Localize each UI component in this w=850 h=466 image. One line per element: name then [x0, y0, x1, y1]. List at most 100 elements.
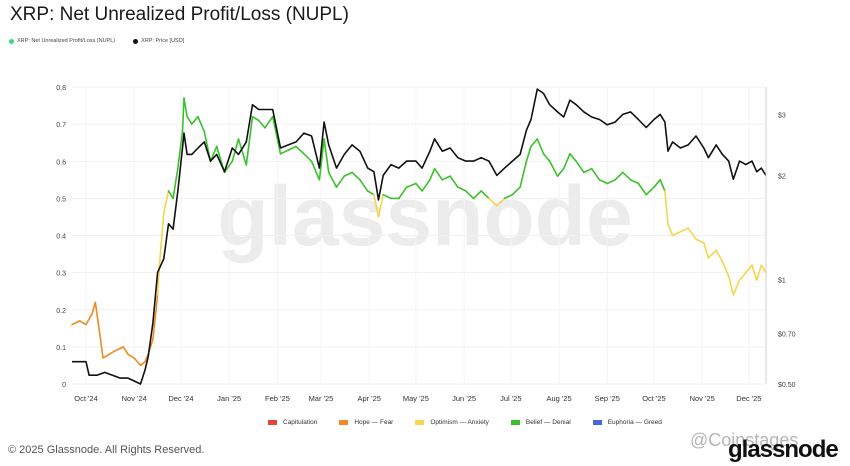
nupl-line-segment	[653, 179, 662, 188]
nupl-line-segment	[590, 167, 601, 181]
nupl-line-segment	[629, 179, 640, 185]
nupl-line-segment	[598, 179, 609, 185]
nupl-line-segment	[530, 138, 539, 148]
nupl-line-segment	[679, 227, 690, 233]
zone-legend-label: Hope — Fear	[354, 419, 394, 426]
nupl-line-segment	[548, 160, 559, 177]
nupl-line-segment	[245, 115, 254, 166]
nupl-line-segment	[108, 349, 117, 356]
nupl-line-segment	[525, 145, 532, 163]
nupl-line-segment	[163, 190, 170, 214]
nupl-line-segment	[449, 175, 459, 188]
nupl-line-segment	[71, 320, 81, 326]
copyright-text: © 2025 Glassnode. All Rights Reserved.	[8, 444, 205, 456]
nupl-line-segment	[715, 249, 724, 263]
zone-legend-item[interactable]: Euphoria — Greed	[592, 419, 662, 426]
x-tick-label: Mar '25	[309, 394, 334, 403]
nupl-line-segment	[583, 167, 593, 174]
legend-dot-price	[133, 38, 139, 44]
nupl-line-segment	[167, 190, 174, 200]
nupl-line-segment	[323, 138, 330, 174]
nupl-line-segment	[480, 190, 490, 200]
nupl-line-segment	[114, 346, 125, 352]
nupl-line-segment	[405, 182, 417, 188]
x-tick-label: Aug '25	[546, 394, 571, 403]
nupl-line-segment	[183, 97, 188, 118]
nupl-line-segment	[251, 115, 260, 122]
y-left-tick-label: 0.2	[56, 308, 66, 315]
chart-title: XRP: Net Unrealized Profit/Loss (NUPL)	[10, 4, 349, 25]
nupl-line-segment	[702, 242, 710, 259]
nupl-line-segment	[197, 115, 206, 133]
legend-item-nupl[interactable]: XRP: Net Unrealized Profit/Loss (NUPL)	[9, 38, 115, 44]
nupl-line-segment	[97, 323, 104, 359]
zone-swatch	[339, 420, 349, 425]
nupl-line-segment	[177, 130, 184, 170]
y-left-tick-label: 0.1	[56, 345, 66, 352]
nupl-line-segment	[191, 115, 199, 125]
zone-legend-item[interactable]: Optimism — Anxiety	[415, 419, 489, 426]
nupl-line-segment	[366, 190, 375, 196]
nupl-line-segment	[738, 271, 747, 281]
zone-legend-item[interactable]: Capitulation	[268, 419, 317, 426]
nupl-line-segment	[562, 153, 571, 170]
nupl-line-segment	[343, 171, 353, 177]
nupl-line-segment	[645, 186, 655, 196]
nupl-line-segment	[373, 193, 380, 218]
coinstages-watermark: @Coinstages	[690, 430, 799, 450]
nupl-line-segment	[335, 175, 346, 188]
nupl-line-segment	[223, 160, 234, 174]
nupl-line-segment	[257, 119, 266, 129]
y-left-tick-label: 0	[62, 382, 66, 389]
y-left-tick-label: 0.3	[56, 271, 66, 278]
nupl-line-segment	[303, 153, 313, 163]
legend-label-nupl: XRP: Net Unrealized Profit/Loss (NUPL)	[17, 38, 116, 44]
nupl-line-segment	[152, 294, 159, 341]
nupl-line-segment	[156, 268, 160, 296]
y-left-tick-label: 0.7	[56, 122, 66, 129]
legend-label-price: XRP: Price [USD]	[141, 38, 185, 44]
y-right-tick-label: $0.70	[778, 331, 796, 338]
x-tick-label: Dec '24	[168, 394, 193, 403]
x-tick-label: Jun '25	[452, 394, 476, 403]
nupl-line-segment	[421, 179, 431, 192]
zone-legend-label: Euphoria — Greed	[607, 419, 662, 426]
nupl-line-segment	[181, 97, 185, 133]
nupl-line-segment	[667, 223, 674, 237]
nupl-line-segment	[575, 160, 585, 174]
x-tick-label: Nov '24	[122, 394, 147, 403]
legend-dot-nupl	[9, 38, 14, 44]
nupl-line-segment	[495, 197, 506, 207]
nupl-line-segment	[271, 115, 282, 155]
x-tick-label: Jul '25	[500, 394, 521, 403]
nupl-line-segment	[744, 264, 753, 274]
nupl-line-segment	[664, 190, 669, 226]
nupl-line-segment	[237, 138, 248, 166]
nupl-line-segment	[287, 145, 297, 151]
legend-item-price[interactable]: XRP: Price [USD]	[133, 38, 184, 44]
nupl-line-segment	[377, 193, 385, 218]
nupl-line-segment	[751, 264, 758, 281]
nupl-line-segment	[687, 227, 697, 240]
x-tick-label: Oct '25	[642, 394, 666, 403]
y-left-tick-label: 0.8	[56, 85, 66, 92]
nupl-line-segment	[172, 167, 179, 200]
y-right-tick-label: $3	[778, 112, 786, 119]
x-tick-label: Feb '25	[265, 394, 290, 403]
nupl-line-segment	[755, 264, 763, 281]
nupl-line-segment	[295, 145, 305, 155]
zone-legend-item[interactable]: Hope — Fear	[339, 419, 393, 426]
y-right-tick-label: $2	[778, 173, 786, 180]
x-tick-label: Oct '24	[74, 394, 98, 403]
nupl-line-segment	[94, 301, 100, 326]
nupl-line-segment	[139, 360, 146, 367]
nupl-line-segment	[511, 186, 521, 196]
zone-legend-label: Optimism — Anxiety	[430, 419, 489, 426]
zone-swatch	[268, 420, 277, 425]
nupl-line-segment	[695, 238, 705, 244]
zone-legend-item[interactable]: Belief — Denial	[510, 419, 571, 426]
nupl-line-segment	[606, 179, 616, 185]
watermark-text: glassnode	[217, 169, 632, 263]
nupl-line-segment	[732, 279, 741, 296]
